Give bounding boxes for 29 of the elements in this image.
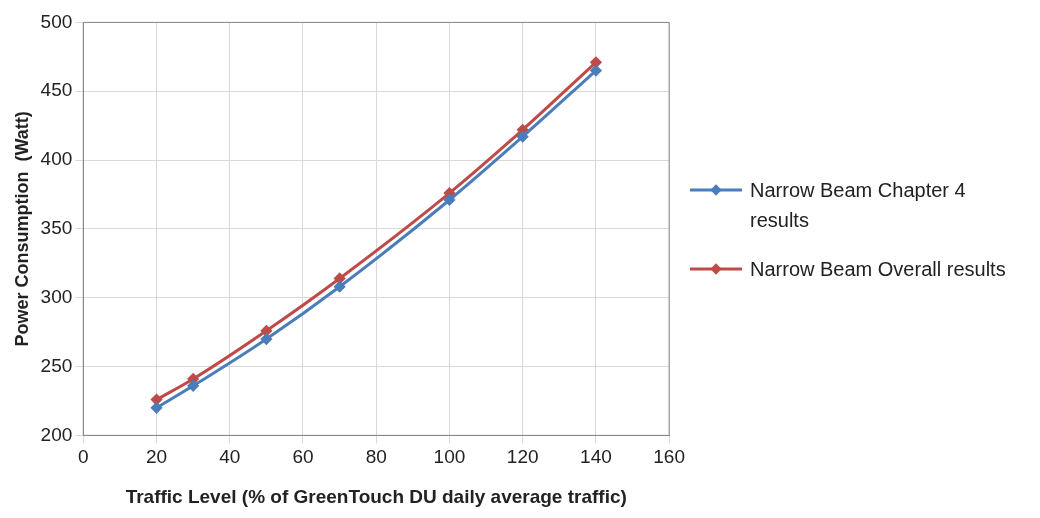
y-tick-label: 200 [40, 423, 73, 445]
point [260, 333, 272, 345]
y-tick-label: 300 [40, 285, 73, 307]
x-tick-label: 140 [580, 446, 612, 468]
point [590, 56, 602, 68]
legend-label: Narrow Beam Overall results [750, 256, 1006, 282]
point [590, 65, 602, 77]
x-tick-label: 0 [78, 446, 89, 468]
y-axis-title: Power Consumption (Watt) [11, 111, 32, 347]
point [517, 131, 529, 143]
point [187, 380, 199, 392]
y-tick-label: 450 [40, 79, 73, 101]
x-tick-label: 80 [365, 446, 387, 468]
x-tick-label: 20 [145, 446, 168, 468]
point [334, 281, 346, 293]
x-tick-label: 120 [506, 446, 539, 468]
x-axis-title: Traffic Level (% of GreenTouch DU daily average traffic) [125, 485, 627, 507]
point [151, 402, 163, 414]
y-tick-label: 350 [40, 217, 73, 239]
x-tick-label: 160 [653, 446, 685, 468]
y-tick-label: 400 [40, 148, 73, 170]
y-tick-label: 250 [40, 354, 73, 376]
x-tick-label: 60 [292, 446, 314, 468]
point [334, 272, 346, 284]
y-tick-label: 500 [40, 10, 73, 32]
x-tick-label: 40 [219, 446, 241, 468]
point [443, 194, 455, 206]
legend-label: Narrow Beam Chapter 4 results [750, 177, 967, 233]
x-tick-label: 100 [433, 446, 466, 468]
